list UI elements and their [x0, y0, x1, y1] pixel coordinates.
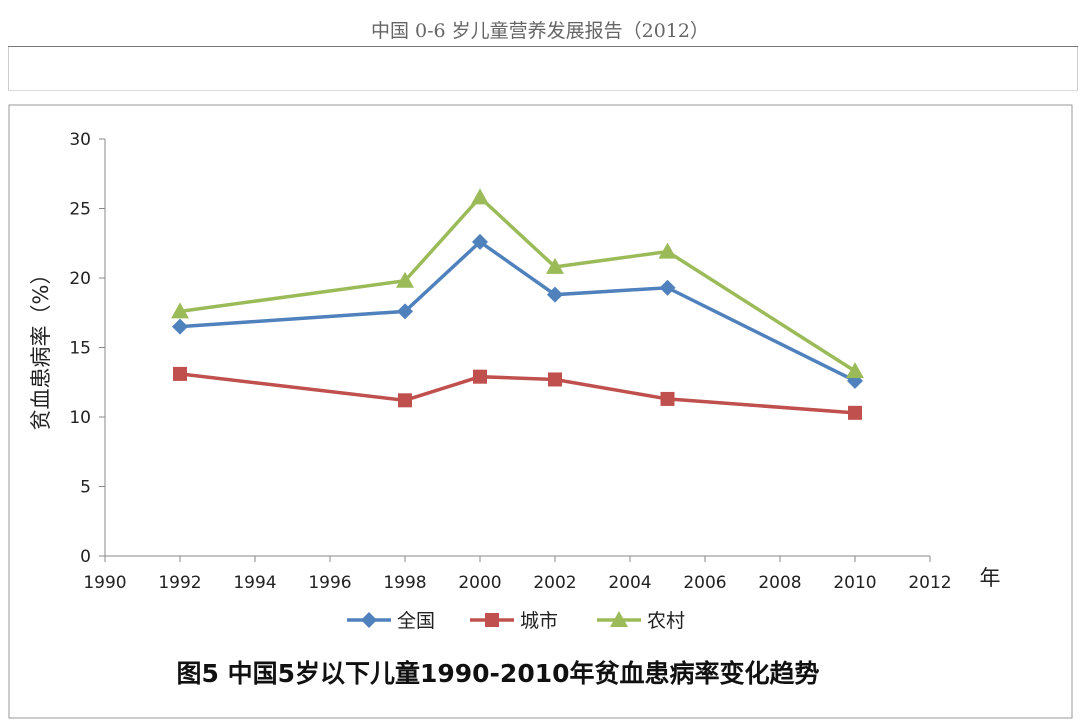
x-tick-label: 1992 — [158, 573, 201, 593]
series-line — [179, 239, 856, 383]
legend-label: 全国 — [397, 610, 435, 632]
data-point-square — [660, 391, 675, 406]
y-tick-label: 0 — [80, 547, 91, 567]
legend-marker-triangle — [610, 611, 628, 627]
x-tick-label: 2006 — [683, 573, 726, 593]
x-tick-label: 2008 — [758, 573, 801, 593]
data-point-square — [473, 369, 487, 384]
data-point-square — [398, 393, 412, 408]
series-line — [179, 372, 856, 415]
y-tick-label: 30 — [69, 130, 91, 150]
legend-item-1: 城市 — [470, 610, 558, 632]
x-tick-label: 1990 — [83, 573, 126, 593]
y-tick-label: 20 — [69, 269, 91, 289]
x-tick-label: 1996 — [308, 573, 351, 593]
y-tick-label: 25 — [69, 200, 91, 220]
x-axis-label: 年 — [980, 566, 1001, 590]
header-box — [8, 47, 1078, 91]
data-point-triangle — [171, 302, 189, 319]
x-tick-label: 1998 — [383, 573, 426, 593]
x-tick-label: 2000 — [458, 573, 501, 593]
y-tick-label: 15 — [69, 339, 91, 359]
data-point-diamond — [172, 318, 188, 335]
legend-item-0: 全国 — [347, 610, 435, 632]
data-point-triangle — [846, 362, 864, 379]
x-tick-label: 2002 — [533, 573, 576, 593]
legend-marker-square — [485, 613, 499, 627]
legend-label: 城市 — [520, 610, 558, 632]
header-divider — [8, 46, 1078, 47]
data-point-square — [173, 366, 187, 381]
series-line — [179, 194, 856, 373]
legend-item-2: 农村 — [597, 610, 685, 632]
data-point-diamond — [547, 286, 563, 303]
data-point-triangle — [471, 188, 489, 205]
y-axis-label: 贫血患病率（%） — [29, 264, 53, 431]
chart-frame — [8, 104, 1073, 719]
data-point-square — [548, 372, 562, 387]
legend-marker-diamond — [361, 612, 377, 628]
data-point-triangle — [396, 271, 414, 288]
y-tick-label: 5 — [80, 478, 91, 498]
document-header: 中国 0-6 岁儿童营养发展报告（2012） — [370, 20, 710, 42]
data-point-triangle — [658, 242, 677, 259]
x-tick-label: 2004 — [608, 573, 651, 593]
data-point-diamond — [397, 303, 413, 320]
data-point-diamond — [659, 279, 676, 296]
chart-title: 图5 中国5岁以下儿童1990-2010年贫血患病率变化趋势 — [176, 659, 819, 688]
y-tick-label: 10 — [69, 408, 91, 428]
data-point-diamond — [472, 233, 488, 250]
data-point-triangle — [546, 257, 564, 274]
legend-label: 农村 — [647, 610, 685, 632]
series-0 — [172, 233, 863, 389]
x-tick-label: 1994 — [233, 573, 276, 593]
data-point-square — [848, 405, 862, 420]
series-2 — [171, 188, 864, 379]
x-tick-label: 2010 — [833, 573, 876, 593]
x-tick-label: 2012 — [908, 573, 951, 593]
series-1 — [173, 366, 862, 420]
